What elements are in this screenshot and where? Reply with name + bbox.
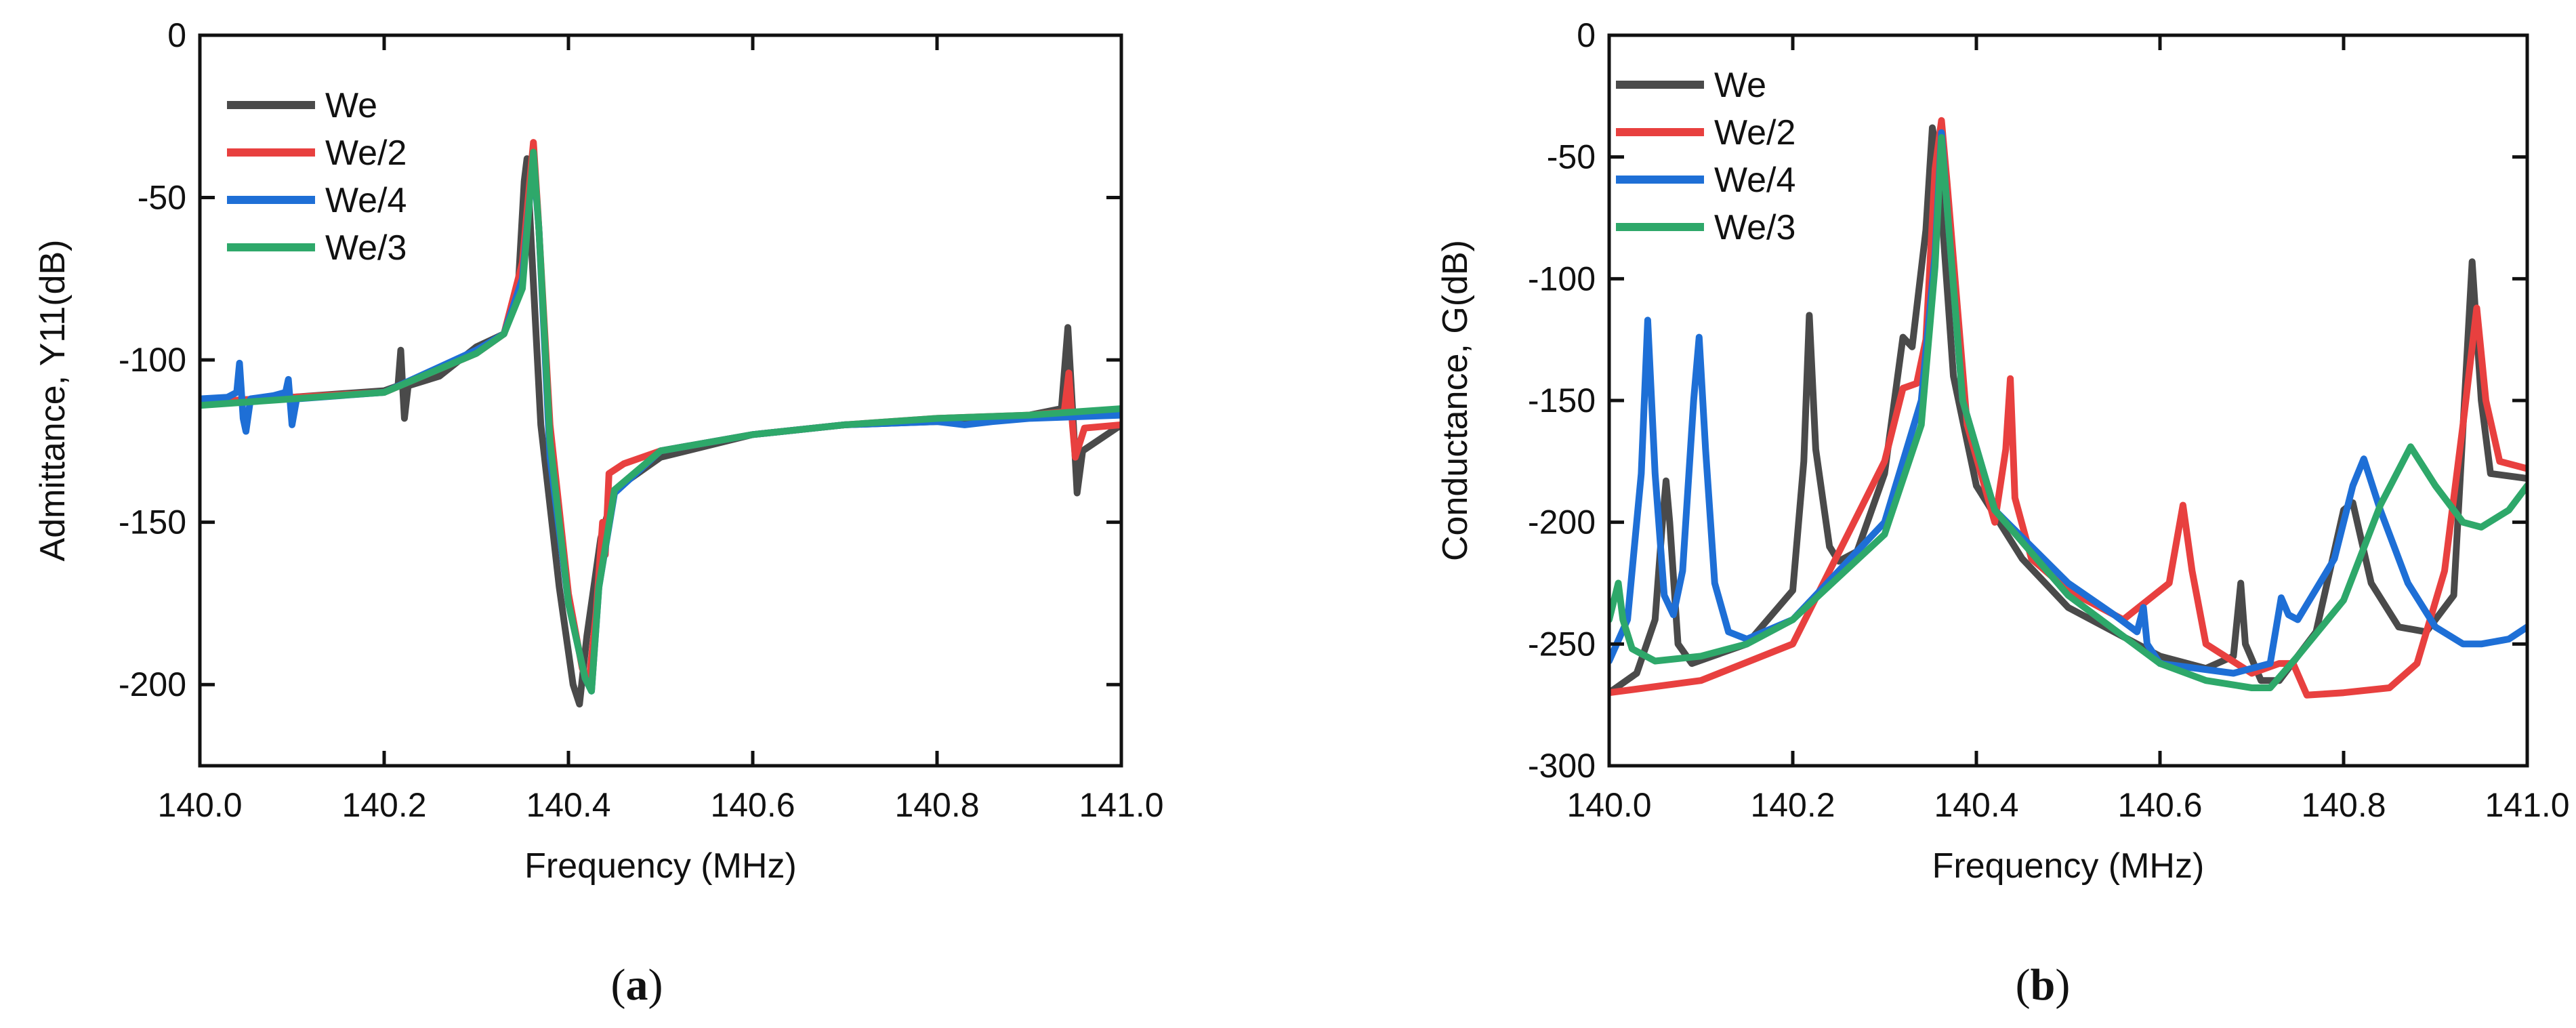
- x-tick-label: 140.2: [341, 786, 426, 824]
- x-tick-label: 140.4: [1934, 786, 2018, 824]
- y-tick-label: -250: [1528, 625, 1596, 663]
- x-tick-label: 140.2: [1750, 786, 1835, 824]
- legend-label: We: [325, 86, 377, 125]
- x-tick-label: 140.6: [710, 786, 795, 824]
- y-tick-label: 0: [1577, 16, 1596, 54]
- chart-b: 140.0 140.2 140.4 140.6 140.8 141.0 0 -50 -100 -1…: [1436, 16, 2570, 1010]
- legend-label: We/3: [325, 228, 407, 268]
- legend-label: We/2: [325, 133, 407, 173]
- plot-frame: [198, 33, 1123, 768]
- y-tick-label: -200: [1528, 503, 1596, 541]
- series-line-we: [1609, 124, 2527, 697]
- legend-label: We: [1714, 66, 1766, 105]
- y-tick-label: -150: [119, 503, 186, 541]
- y-tick-label: -150: [1528, 382, 1596, 419]
- x-tick-label: 141.0: [2485, 786, 2569, 824]
- series-line-we-3: [200, 148, 1121, 695]
- y-tick-label: -100: [1528, 260, 1596, 297]
- legend-label: We/4: [325, 181, 407, 220]
- x-tick-label: 140.8: [894, 786, 979, 824]
- legend-label: We/4: [1714, 161, 1795, 200]
- y-axis-label: Admittance, Y11(dB): [33, 240, 72, 562]
- x-tick-label: 140.6: [2117, 786, 2202, 824]
- x-tick-label: 140.4: [526, 786, 610, 824]
- x-tick-label: 140.8: [2301, 786, 2386, 824]
- series-line-we-3: [1609, 133, 2527, 691]
- x-tick-label: 140.0: [157, 786, 242, 824]
- panel-caption: (b): [2016, 960, 2071, 1010]
- y-tick-label: -50: [138, 179, 186, 217]
- legend-label: We/2: [1714, 113, 1795, 152]
- y-tick-label: 0: [167, 16, 186, 54]
- y-tick-label: -100: [119, 341, 186, 379]
- y-tick-label: -200: [119, 665, 186, 703]
- y-axis-label: Conductance, G(dB): [1436, 240, 1475, 561]
- x-axis-label: Frequency (MHz): [1932, 846, 2205, 886]
- y-tick-label: -50: [1547, 138, 1596, 176]
- series-line-we-2: [200, 139, 1121, 688]
- x-tick-label: 140.0: [1566, 786, 1651, 824]
- y-tick-label: -300: [1528, 747, 1596, 785]
- x-tick-label: 141.0: [1079, 786, 1163, 824]
- legend-label: We/3: [1714, 208, 1795, 247]
- chart-a: 140.0 140.2 140.4 140.6 140.8 141.0 0 -50 -100 -1…: [33, 16, 1164, 1010]
- x-axis-label: Frequency (MHz): [524, 846, 797, 886]
- panel-caption: (a): [611, 960, 663, 1010]
